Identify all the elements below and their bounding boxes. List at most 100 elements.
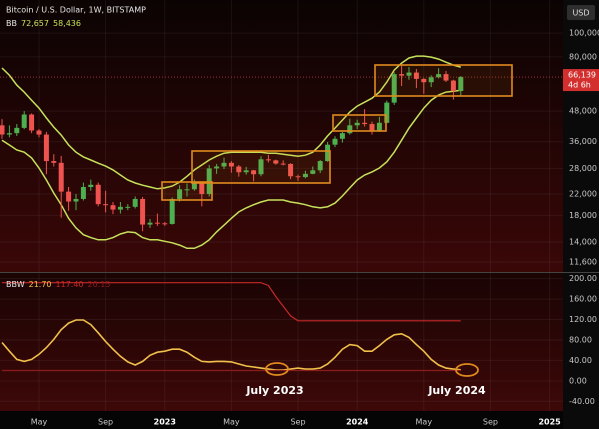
highlight-circle	[455, 363, 479, 377]
candle-body	[228, 162, 234, 167]
bb-legend: BB 72,657 58,436	[6, 19, 81, 28]
candle-body	[391, 74, 397, 103]
x-tick-label: 2023	[154, 418, 176, 427]
x-tick-label: Sep	[483, 418, 498, 427]
grid	[0, 0, 563, 411]
candle-body	[154, 222, 160, 224]
candle-body	[288, 163, 294, 177]
bbw-line	[1, 319, 461, 371]
candle-body	[43, 134, 49, 162]
x-tick-label: May	[223, 418, 240, 427]
candle-body	[221, 162, 227, 167]
candle-body	[406, 72, 412, 76]
y-tick-label: 100,000	[569, 29, 599, 38]
x-tick-label: 2025	[538, 418, 561, 427]
candle-body	[125, 206, 131, 208]
candle-body	[191, 182, 197, 190]
y-tick-label: 36,000	[569, 137, 597, 146]
candle-body	[450, 80, 456, 92]
candle-body	[117, 206, 123, 210]
candle-body	[184, 189, 190, 191]
y-tick-label: 28,000	[569, 164, 597, 173]
candle-body	[21, 114, 27, 128]
candle-body	[347, 125, 353, 134]
candle-body	[51, 161, 57, 163]
x-tick-label: Sep	[98, 418, 113, 427]
candle-body	[162, 223, 168, 225]
price-tag	[563, 69, 599, 92]
candle-body	[95, 184, 101, 205]
candle-body	[376, 122, 382, 131]
candle-body	[147, 222, 153, 225]
bollinger-band	[1, 55, 461, 190]
candle-body	[339, 133, 345, 139]
candle-body	[29, 114, 35, 131]
candle-body	[436, 74, 442, 78]
y-tick-label: 120.00	[569, 315, 597, 324]
y-tick-label: 80,000	[569, 52, 597, 61]
range-box	[191, 150, 331, 184]
legend-name: BB	[6, 19, 17, 28]
candle-body	[88, 184, 94, 188]
range-boxes	[161, 64, 513, 201]
candle-body	[103, 204, 109, 206]
currency[interactable]: USD	[572, 9, 589, 18]
candle-body	[36, 130, 42, 135]
y-tick-label: 80.00	[569, 335, 592, 344]
bbw-panel	[0, 273, 563, 411]
legend-name: BBW	[6, 280, 25, 289]
annotation-circles	[265, 362, 479, 377]
candle-body	[66, 191, 72, 202]
axes: May Sep 2023 May Sep 2024 May Sep 2025 100,000 80,…	[31, 29, 599, 427]
candle-body	[280, 163, 286, 165]
x-tick-label: Sep	[290, 418, 305, 427]
candle-body	[354, 122, 360, 126]
legend-value: 72,657	[21, 19, 49, 28]
candle-body	[332, 138, 338, 145]
candle-body	[399, 74, 405, 76]
currency-button[interactable]	[567, 5, 595, 20]
y-tick-label: 18,000	[569, 211, 597, 220]
candle-body	[413, 72, 419, 79]
x-tick-label: 2024	[346, 418, 369, 427]
candle-body	[443, 74, 449, 81]
y-tick-label: 200.00	[569, 274, 597, 283]
legend-value: 20.15	[88, 280, 111, 289]
candle-body	[317, 161, 323, 171]
plot	[0, 55, 563, 372]
highlight-circle	[265, 362, 289, 376]
chart-title: Bitcoin / U.S. Dollar, 1W, BITSTAMP	[6, 6, 146, 15]
candle-body	[169, 198, 175, 224]
range-box	[374, 64, 513, 97]
candle-body	[369, 124, 375, 131]
annotation: July 2024	[427, 384, 486, 397]
candle-body	[302, 173, 308, 178]
annotation: July 2023	[245, 384, 303, 397]
candle-body	[428, 77, 434, 83]
candle-body	[273, 160, 279, 164]
y-tick-label: 160.00	[569, 295, 597, 304]
candle-body	[243, 170, 249, 173]
candle-body	[421, 78, 427, 83]
candle-body	[384, 102, 390, 123]
candle-body	[0, 125, 5, 135]
y-tick-label: 0.00	[569, 376, 587, 385]
legend-value: 58,436	[53, 19, 81, 28]
candle-body	[295, 176, 301, 178]
x-axis	[0, 411, 563, 429]
candle-body	[58, 162, 64, 192]
candle-body	[214, 166, 220, 169]
candle-body	[325, 144, 331, 162]
bbw-line	[2, 282, 461, 322]
y-tick-label: 11,600	[569, 258, 597, 267]
candle-body	[80, 187, 86, 199]
candle-body	[14, 127, 20, 134]
candle-body	[6, 133, 12, 135]
y-tick-label: 22,000	[569, 190, 597, 199]
y-tick-label: 40.00	[569, 356, 592, 365]
candle-body	[258, 159, 264, 175]
legend-value: 117.40	[56, 280, 84, 289]
y-tick-label: 14,000	[569, 238, 597, 247]
